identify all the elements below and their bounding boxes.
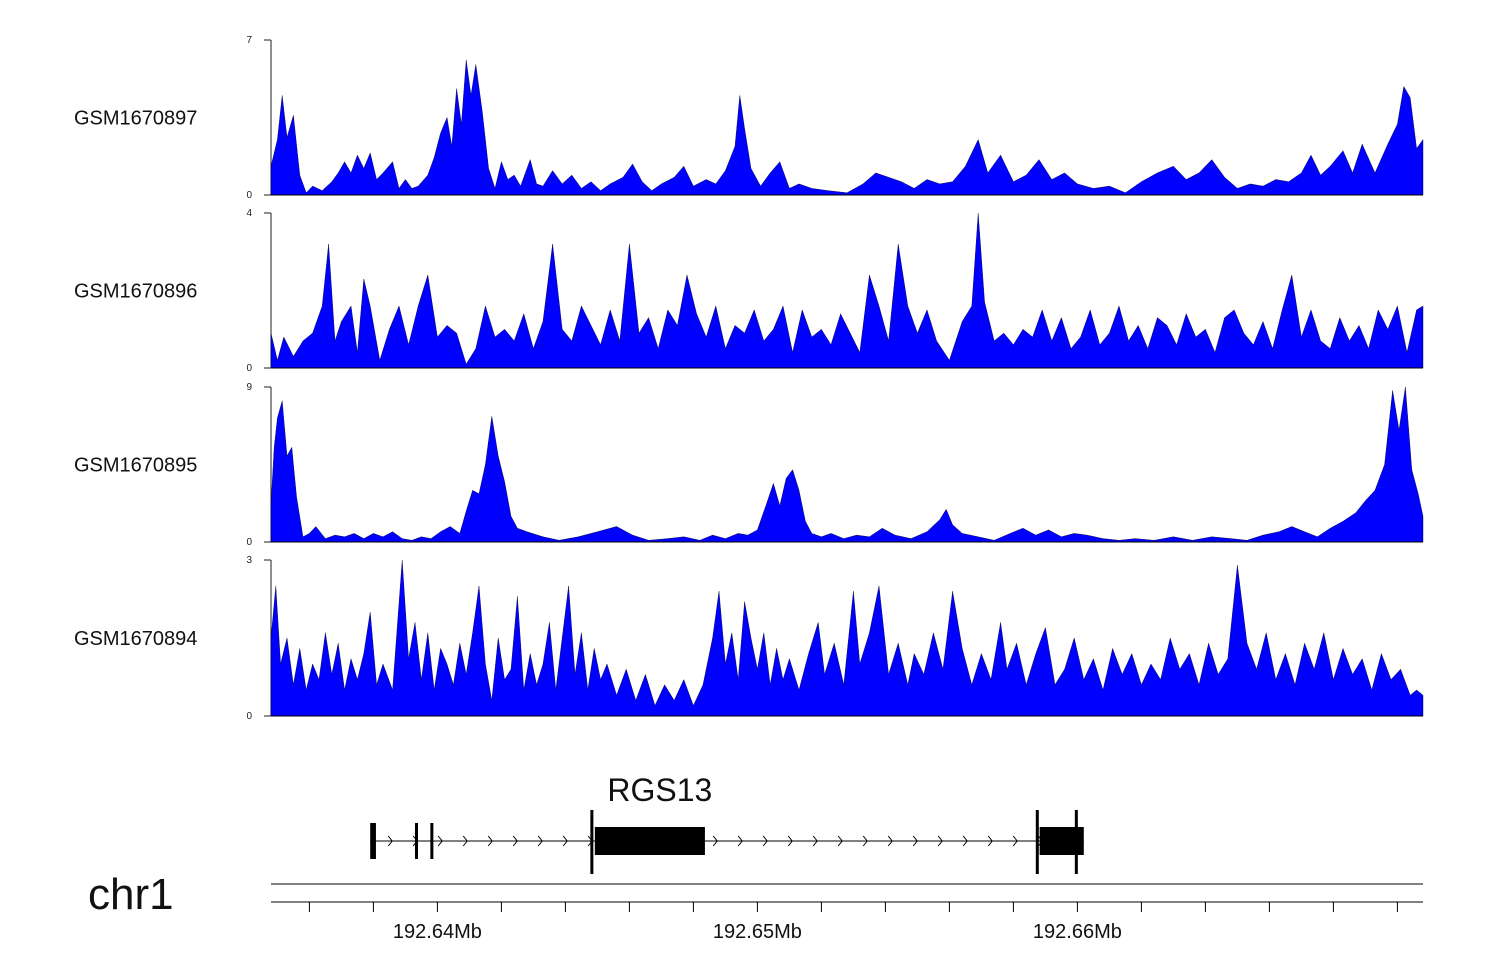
gene-name-label: RGS13 [607, 772, 712, 808]
axis-tick-label: 192.66Mb [1033, 921, 1122, 943]
y-tick-label-min: 0 [246, 190, 252, 201]
y-tick-label-min: 0 [246, 537, 252, 548]
strand-arrow [812, 835, 818, 847]
strand-arrow [437, 835, 443, 847]
track-gsm1670894: GSM1670894 3 0 [74, 555, 1424, 722]
strand-arrow [537, 835, 543, 847]
axis-tick-label: 192.64Mb [393, 921, 482, 943]
y-tick-label-max: 4 [246, 208, 252, 219]
strand-arrow [462, 835, 468, 847]
strand-arrow [862, 835, 868, 847]
gene-exon-utr [430, 823, 434, 859]
strand-arrow [737, 835, 743, 847]
strand-arrow [887, 835, 893, 847]
strand-arrow [962, 835, 968, 847]
coverage-area [270, 212, 1424, 369]
gene-exon-utr [1035, 810, 1039, 874]
gene-exon-utr [590, 810, 594, 874]
strand-arrow [512, 835, 518, 847]
coverage-area [270, 59, 1424, 196]
coverage-area [270, 386, 1424, 543]
strand-arrow [837, 835, 843, 847]
genome-axis-track: chr1 192.64Mb 192.65Mb 192.66Mb [88, 870, 1423, 943]
y-tick-label-min: 0 [246, 363, 252, 374]
strand-arrow [787, 835, 793, 847]
gene-annotation-track: RGS13 [370, 772, 1084, 874]
chromosome-label: chr1 [88, 870, 174, 919]
axis-tick-label: 192.65Mb [713, 921, 802, 943]
strand-arrow [487, 835, 493, 847]
strand-arrow [712, 835, 718, 847]
strand-arrow [562, 835, 568, 847]
y-tick-label-max: 3 [246, 555, 252, 566]
strand-arrow [912, 835, 918, 847]
strand-arrow [387, 835, 393, 847]
track-gsm1670895: GSM1670895 9 0 [74, 382, 1424, 548]
y-tick-label-max: 9 [246, 382, 252, 393]
y-tick-label-max: 7 [246, 35, 252, 46]
track-gsm1670896: GSM1670896 4 0 [74, 208, 1424, 374]
strand-arrow [987, 835, 993, 847]
gene-exon-utr [370, 823, 376, 859]
strand-arrow [937, 835, 943, 847]
coverage-tracks: GSM167089770GSM167089640GSM167089590GSM1… [74, 35, 1424, 722]
track-gsm1670897: GSM1670897 7 0 [74, 35, 1424, 201]
track-label: GSM1670894 [74, 628, 197, 650]
track-label: GSM1670895 [74, 455, 197, 477]
strand-arrow [762, 835, 768, 847]
gene-exon-cds [594, 827, 705, 855]
track-label: GSM1670896 [74, 281, 197, 303]
coverage-area [270, 559, 1424, 717]
gene-exon-utr [415, 823, 418, 859]
y-tick-label-min: 0 [246, 711, 252, 722]
strand-arrow [1012, 835, 1018, 847]
track-label: GSM1670897 [74, 108, 197, 130]
gene-exon-utr [1074, 810, 1078, 874]
